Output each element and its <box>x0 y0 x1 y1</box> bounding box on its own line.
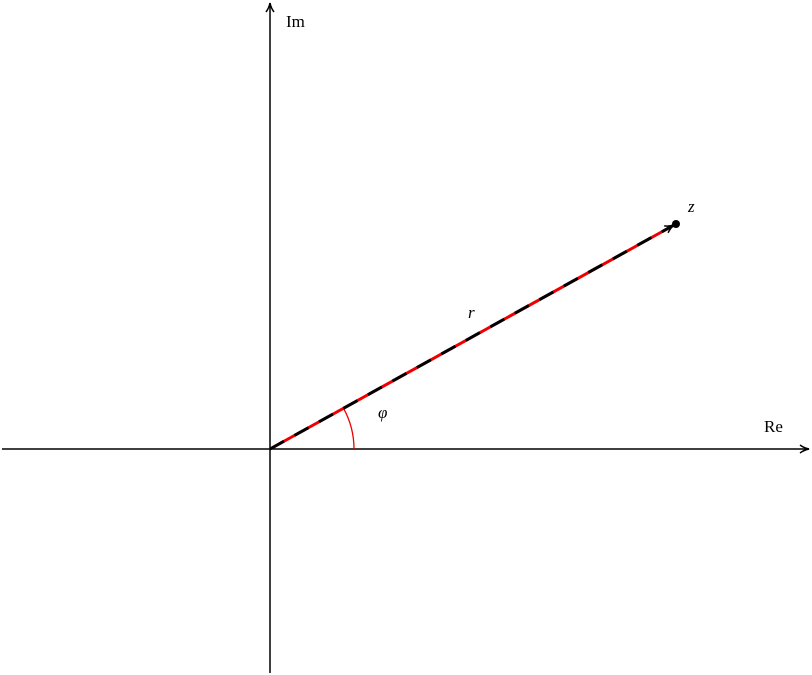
vector <box>269 223 675 451</box>
imaginary-label: Im <box>286 12 305 31</box>
real-label: Re <box>764 417 783 436</box>
angle-arc <box>342 407 355 450</box>
argument-label: φ <box>378 403 387 422</box>
point-label: z <box>687 197 695 216</box>
modulus-label: r <box>468 303 475 322</box>
point <box>672 220 680 228</box>
